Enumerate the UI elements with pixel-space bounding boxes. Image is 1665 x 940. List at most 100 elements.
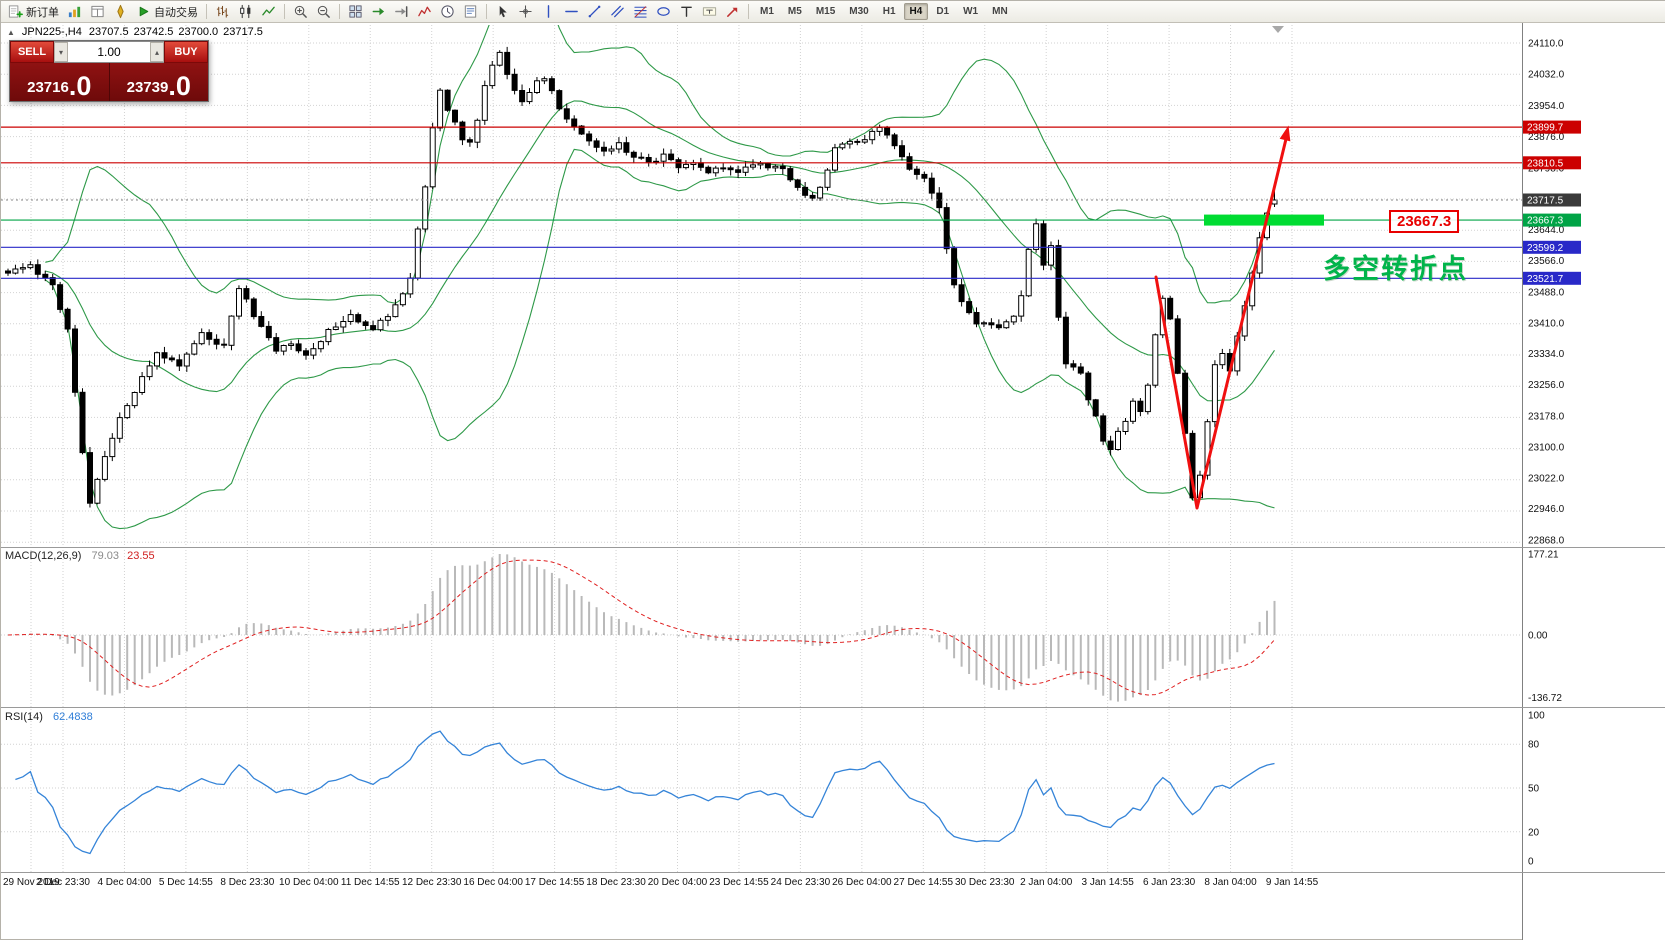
indicators-list-icon [418, 6, 431, 17]
time-label: 2 Jan 04:00 [1020, 877, 1073, 888]
svg-text:0: 0 [1528, 857, 1534, 868]
price-axis[interactable]: 24110.024032.023954.023876.023798.023644… [1522, 23, 1665, 940]
toolbar-button-line-chart[interactable] [258, 2, 279, 21]
one-click-toggle-icon[interactable]: ▲ [7, 27, 15, 37]
time-label: 8 Dec 23:30 [220, 877, 274, 888]
timeframe-button-m5[interactable]: M5 [787, 6, 802, 17]
trend-arrow-line[interactable] [1154, 137, 1288, 510]
buy-price-fraction: .0 [168, 71, 191, 102]
toolbar-separator [206, 4, 207, 19]
svg-text:23876.0: 23876.0 [1528, 132, 1565, 143]
svg-text:23899.7: 23899.7 [1527, 123, 1564, 134]
toolbar-button-text[interactable] [676, 2, 697, 21]
toolbar-separator [486, 4, 487, 19]
svg-text:-136.72: -136.72 [1528, 693, 1562, 704]
volume-field[interactable]: ▾ 1.00 ▴ [54, 41, 164, 63]
svg-text:80: 80 [1528, 740, 1540, 751]
toolbar-button-zoom-in[interactable] [290, 2, 311, 21]
time-label: 6 Jan 23:30 [1143, 877, 1196, 888]
time-label: 5 Dec 14:55 [159, 877, 213, 888]
timeframe-button-d1[interactable]: D1 [936, 6, 950, 17]
chart-annotations[interactable] [1154, 26, 1324, 510]
rsi-value: 62.4838 [52, 711, 93, 723]
time-label: 24 Dec 23:30 [771, 877, 831, 888]
svg-text:23100.0: 23100.0 [1528, 443, 1565, 454]
toolbar-button-navigator[interactable] [110, 2, 131, 21]
toolbar-button-equidistant-channel[interactable] [607, 2, 628, 21]
sell-button[interactable]: SELL [10, 41, 54, 63]
templates-icon [464, 5, 477, 18]
volume-increase-button[interactable]: ▴ [150, 42, 164, 62]
buy-button[interactable]: BUY [164, 41, 208, 63]
time-label: 29 Nov 2019 [3, 877, 60, 888]
autotrading-icon [139, 6, 149, 17]
timeframe-button-w1[interactable]: W1 [963, 6, 979, 17]
time-label: 23 Dec 14:55 [709, 877, 769, 888]
svg-text:23410.0: 23410.0 [1528, 319, 1565, 330]
toolbar-button-text-label[interactable] [699, 2, 720, 21]
svg-text:23599.2: 23599.2 [1527, 243, 1564, 254]
toolbar-button-trendline[interactable] [584, 2, 605, 21]
toolbar-button-cursor[interactable] [492, 2, 513, 21]
timeframe-button-h1[interactable]: H1 [882, 6, 896, 17]
toolbar-button-candlestick-chart[interactable] [235, 2, 256, 21]
svg-text:23667.3: 23667.3 [1527, 216, 1564, 227]
timeframe-button-mn[interactable]: MN [992, 6, 1008, 17]
toolbar-button-crosshair[interactable] [515, 2, 536, 21]
time-label: 10 Dec 04:00 [279, 877, 339, 888]
sell-price-display[interactable]: 23716.0 [10, 63, 109, 101]
svg-text:23810.5: 23810.5 [1527, 158, 1564, 169]
trendline-icon [588, 5, 601, 18]
toolbar-button-autotrading[interactable]: 自动交易 [133, 2, 201, 21]
toolbar-button-auto-scroll[interactable] [368, 2, 389, 21]
timeframe-button-m15[interactable]: M15 [815, 6, 836, 17]
chart-grid [1, 25, 1522, 872]
time-label: 20 Dec 04:00 [648, 877, 708, 888]
data-window-icon [91, 5, 104, 18]
buy-price-display[interactable]: 23739.0 [110, 63, 209, 101]
toolbar-button-zoom-out[interactable] [313, 2, 334, 21]
svg-text:0.00: 0.00 [1528, 631, 1548, 642]
auto-scroll-icon [372, 7, 385, 16]
toolbar-button-market-watch[interactable] [64, 2, 85, 21]
turning-point-annotation[interactable]: 多空转折点 [1323, 254, 1468, 284]
rsi-name: RSI(14) [5, 711, 43, 723]
price-tag-23667.3: 23667.3 [1523, 213, 1581, 227]
toolbar-button-tile-windows[interactable] [345, 2, 366, 21]
toolbar-button-bars-chart[interactable] [212, 2, 233, 21]
toolbar-button-arrows[interactable] [722, 2, 743, 21]
chart-shift-marker[interactable] [1272, 26, 1284, 33]
toolbar-button-periods[interactable] [437, 2, 458, 21]
volume-value[interactable]: 1.00 [97, 45, 121, 59]
toolbar-button-templates[interactable] [460, 2, 481, 21]
timeframe-button-m30[interactable]: M30 [849, 6, 869, 17]
timeframe-button-h4[interactable]: H4 [903, 3, 929, 20]
toolbar-button-vertical-line[interactable] [538, 2, 559, 21]
toolbar-button-horizontal-line[interactable] [561, 2, 582, 21]
vertical-line-icon [547, 5, 550, 18]
toolbar-button-chart-shift[interactable] [391, 2, 412, 21]
highlight-green-bar[interactable] [1204, 214, 1324, 226]
timeframe-button-m1[interactable]: M1 [760, 6, 774, 17]
toolbar-button-new-order[interactable]: 新订单 [5, 2, 62, 21]
navigator-icon [117, 4, 124, 19]
svg-text:23178.0: 23178.0 [1528, 411, 1565, 422]
macd-main-value: 79.03 [91, 550, 120, 562]
volume-decrease-button[interactable]: ▾ [54, 42, 68, 62]
price-callout-box[interactable]: 23667.3 [1389, 210, 1460, 233]
zoom-out-icon [317, 5, 330, 18]
toolbar-button-indicators-list[interactable] [414, 2, 435, 21]
toolbar-button-label: 自动交易 [154, 6, 198, 19]
toolbar-separator [748, 4, 749, 19]
bar-close-value: 23717.5 [223, 26, 263, 38]
toolbar-button-ellipse[interactable] [653, 2, 674, 21]
svg-text:20: 20 [1528, 827, 1540, 838]
toolbar-separator [339, 4, 340, 19]
svg-text:50: 50 [1528, 784, 1540, 795]
bar-open-value: 23707.5 [88, 26, 129, 38]
toolbar-button-data-window[interactable] [87, 2, 108, 21]
toolbar-button-fibonacci-retracement[interactable] [630, 2, 651, 21]
price-line-objects[interactable] [1, 126, 1522, 279]
